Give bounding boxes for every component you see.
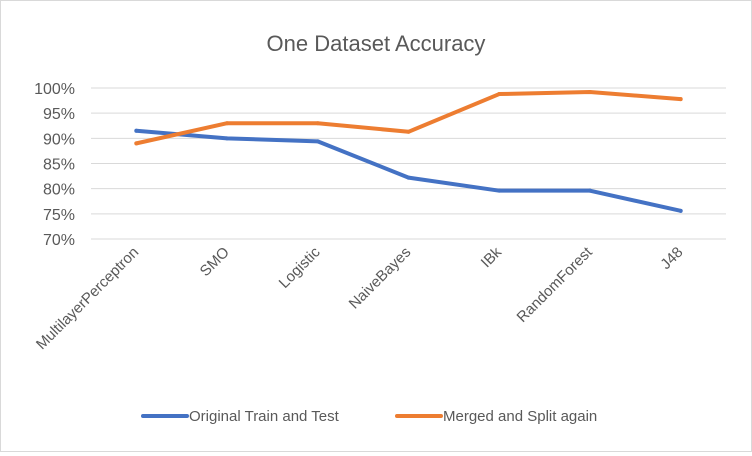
data-point	[497, 92, 502, 97]
x-tick-label: RandomForest	[514, 243, 597, 326]
x-tick-label: NaiveBayes	[346, 244, 415, 313]
x-axis-ticks: MultilayerPerceptron SMO Logistic NaiveBaye…	[33, 243, 687, 353]
chart-title: One Dataset Accuracy	[267, 31, 486, 56]
x-tick-label: J48	[657, 244, 686, 273]
series-line-0	[134, 128, 683, 213]
legend-label: Merged and Split again	[443, 408, 597, 425]
data-point	[678, 208, 683, 213]
data-point	[315, 139, 320, 144]
y-axis-ticks: 100% 95% 90% 85% 80% 75% 70%	[34, 81, 75, 249]
data-point	[678, 97, 683, 102]
x-tick-label: MultilayerPerceptron	[33, 244, 142, 353]
y-tick-label: 80%	[43, 182, 75, 199]
data-point	[497, 188, 502, 193]
data-point	[225, 121, 230, 126]
data-point	[225, 136, 230, 141]
data-point	[406, 129, 411, 134]
x-tick-label: IBk	[478, 243, 506, 271]
legend: Original Train and Test Merged and Split …	[141, 408, 597, 425]
y-tick-label: 95%	[43, 106, 75, 123]
gridlines	[91, 87, 726, 240]
y-tick-label: 70%	[43, 232, 75, 249]
data-point	[134, 141, 139, 146]
data-point	[406, 175, 411, 180]
y-tick-label: 90%	[43, 131, 75, 148]
x-tick-label: Logistic	[276, 243, 324, 291]
data-point	[315, 121, 320, 126]
y-tick-label: 85%	[43, 157, 75, 174]
y-tick-label: 100%	[34, 81, 75, 98]
legend-label: Original Train and Test	[189, 408, 340, 425]
data-point	[587, 90, 592, 95]
series-lines	[134, 90, 683, 213]
y-tick-label: 75%	[43, 207, 75, 224]
x-tick-label: SMO	[197, 244, 233, 280]
data-point	[134, 128, 139, 133]
data-point	[587, 188, 592, 193]
